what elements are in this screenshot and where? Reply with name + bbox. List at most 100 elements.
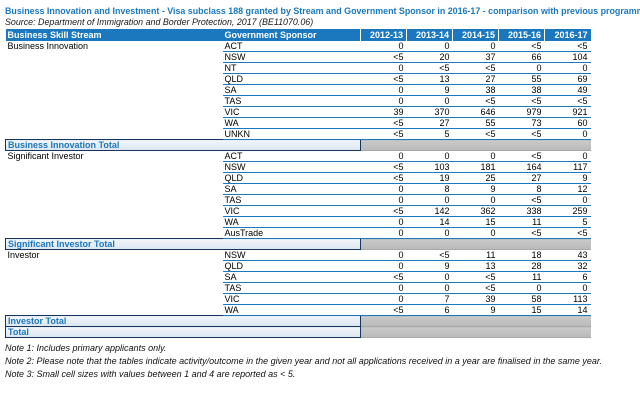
data-row: NSW <5 20 37 66 104 [6,51,591,63]
value-cell: 7 [406,293,453,305]
value-cell: 0 [406,194,453,206]
stream-cell [6,85,223,96]
data-row: WA 0 14 15 11 5 [6,216,591,228]
value-cell: 979 [498,106,545,118]
value-cell: 38 [498,84,545,96]
value-cell: 73 [498,117,545,129]
stream-cell [6,184,223,195]
note-2: Note 2: Please note that the tables indi… [5,356,603,366]
total-row: Significant Investor Total [5,238,591,250]
value-cell: 0 [360,84,407,96]
value-cell: <5 [360,51,407,63]
stream-cell: Significant Investor [7,151,84,162]
value-cell: 55 [452,117,499,129]
value-cell: 5 [406,128,453,140]
value-cell: 5 [544,216,591,228]
table-body: Business Innovation ACT 0 0 0 <5 <5 NSW <5 20 37 66… [5,41,591,338]
col-header-2012-13: 2012-13 [360,29,407,41]
value-cell: <5 [452,128,499,140]
sponsor-cell: NSW [222,249,361,261]
total-row: Business Innovation Total [5,139,591,151]
value-cell: 0 [406,95,453,107]
stream-cell: Business Innovation [7,41,89,52]
value-cell: 25 [452,172,499,184]
stream-cell [6,107,223,118]
value-cell: 6 [544,271,591,283]
data-row: QLD <5 13 27 55 69 [6,73,591,85]
value-cell: 0 [452,41,499,52]
value-cell: 15 [452,216,499,228]
value-cell: 66 [498,51,545,63]
data-row: NSW <5 103 181 164 117 [6,161,591,173]
value-cell: 6 [406,304,453,316]
suppressed-total-cell [360,315,591,327]
stream-cell: Investor [7,250,40,261]
value-cell: 0 [544,128,591,140]
stream-cell [6,217,223,228]
stream-cell [6,195,223,206]
data-row: SA 0 9 38 38 49 [6,84,591,96]
value-cell: 0 [360,249,407,261]
value-cell: 58 [498,293,545,305]
total-row: Total [5,326,591,338]
source-line: Source: Department of Immigration and Bo… [5,17,314,27]
data-row: Business Innovation ACT 0 0 0 <5 <5 [6,41,591,52]
value-cell: 0 [360,95,407,107]
stream-cell [6,162,223,173]
data-row: SA 0 8 9 8 12 [6,183,591,195]
value-cell: 27 [498,172,545,184]
value-cell: <5 [498,227,545,239]
col-header-2014-15: 2014-15 [452,29,499,41]
sponsor-cell: SA [222,271,361,283]
data-row: TAS 0 0 0 <5 0 [6,194,591,206]
data-row: VIC 39 370 646 979 921 [6,106,591,118]
value-cell: 362 [452,205,499,217]
stream-cell [6,52,223,63]
value-cell: 11 [498,271,545,283]
value-cell: 39 [360,106,407,118]
total-label-cell: Total [5,326,361,338]
value-cell: 921 [544,106,591,118]
sponsor-cell: TAS [222,282,361,294]
value-cell: <5 [360,161,407,173]
value-cell: <5 [498,95,545,107]
sponsor-cell: TAS [222,194,361,206]
value-cell: 32 [544,260,591,272]
value-cell: 0 [406,271,453,283]
value-cell: 0 [452,194,499,206]
value-cell: 0 [360,41,407,52]
value-cell: 259 [544,205,591,217]
value-cell: 104 [544,51,591,63]
sponsor-cell: VIC [222,106,361,118]
data-row: QLD <5 19 25 27 9 [6,172,591,184]
value-cell: 0 [544,194,591,206]
stream-cell [6,74,223,85]
value-cell: 9 [452,304,499,316]
col-header-2013-14: 2013-14 [406,29,453,41]
value-cell: 0 [544,150,591,162]
value-cell: 14 [406,216,453,228]
data-row: UNKN <5 5 <5 <5 0 [6,128,591,140]
value-cell: 15 [498,304,545,316]
value-cell: <5 [360,271,407,283]
value-cell: <5 [360,172,407,184]
value-cell: 0 [406,282,453,294]
value-cell: 9 [544,172,591,184]
value-cell: 0 [360,183,407,195]
value-cell: <5 [452,282,499,294]
value-cell: 117 [544,161,591,173]
value-cell: 113 [544,293,591,305]
value-cell: 8 [406,183,453,195]
stream-cell [6,283,223,294]
data-row: TAS 0 0 <5 <5 <5 [6,95,591,107]
data-row: QLD 0 9 13 28 32 [6,260,591,272]
value-cell: <5 [452,95,499,107]
suppressed-total-cell [360,326,591,338]
note-1: Note 1: Includes primary applicants only… [5,343,167,353]
value-cell: 103 [406,161,453,173]
stream-cell [6,129,223,140]
value-cell: 28 [498,260,545,272]
sponsor-cell: QLD [222,73,361,85]
stream-cell [6,96,223,107]
value-cell: 0 [452,150,499,162]
